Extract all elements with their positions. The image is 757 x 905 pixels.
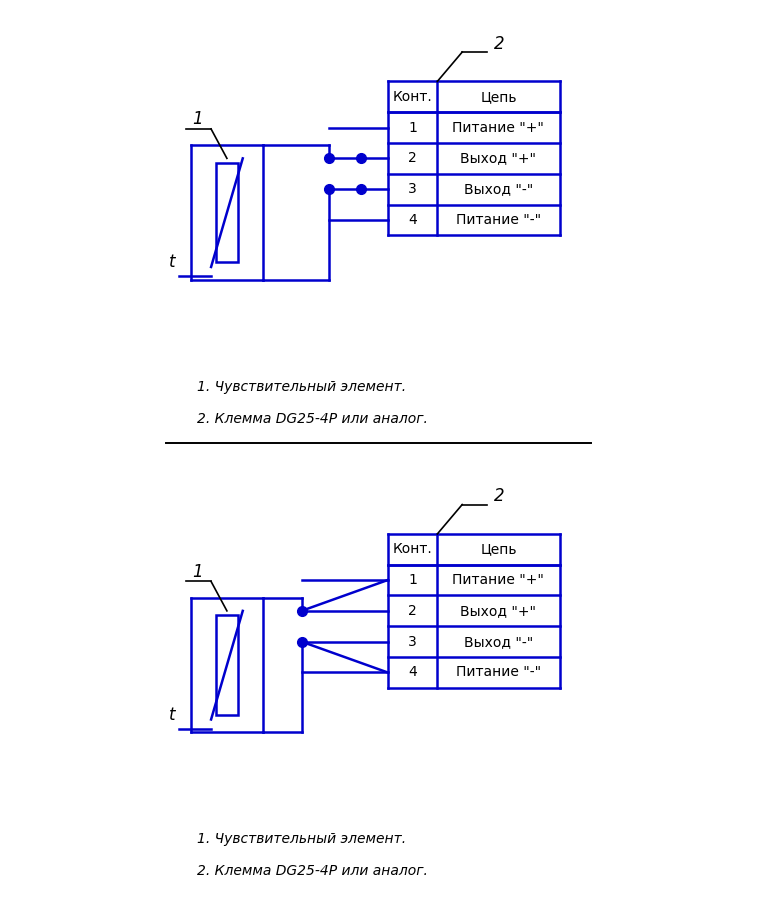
Text: t: t: [170, 253, 176, 272]
Text: 1: 1: [192, 110, 203, 128]
Text: 1: 1: [408, 573, 417, 587]
Bar: [216, 615, 238, 715]
Text: 4: 4: [408, 665, 417, 680]
Text: 2: 2: [408, 151, 417, 166]
Text: 1: 1: [192, 563, 203, 580]
Text: 1. Чувствительный элемент.: 1. Чувствительный элемент.: [198, 380, 407, 394]
Text: Цепь: Цепь: [480, 542, 517, 557]
Text: Питание "+": Питание "+": [453, 573, 544, 587]
Text: 4: 4: [408, 213, 417, 227]
Text: Конт.: Конт.: [393, 90, 432, 104]
Text: 2. Клемма DG25-4P или аналог.: 2. Клемма DG25-4P или аналог.: [198, 864, 428, 878]
Bar: [216, 163, 238, 262]
Text: Питание "-": Питание "-": [456, 665, 541, 680]
Text: Цепь: Цепь: [480, 90, 517, 104]
Text: Выход "-": Выход "-": [464, 182, 533, 196]
Text: 3: 3: [408, 634, 417, 649]
Text: Питание "+": Питание "+": [453, 120, 544, 135]
Text: 2. Клемма DG25-4P или аналог.: 2. Клемма DG25-4P или аналог.: [198, 412, 428, 425]
Text: 2: 2: [408, 604, 417, 618]
Text: Выход "-": Выход "-": [464, 634, 533, 649]
Text: 1. Чувствительный элемент.: 1. Чувствительный элемент.: [198, 833, 407, 846]
Text: Питание "-": Питание "-": [456, 213, 541, 227]
Text: 2: 2: [494, 35, 504, 52]
Text: t: t: [170, 706, 176, 724]
Text: Конт.: Конт.: [393, 542, 432, 557]
Text: Выход "+": Выход "+": [460, 151, 537, 166]
Text: 1: 1: [408, 120, 417, 135]
Text: Выход "+": Выход "+": [460, 604, 537, 618]
Text: 2: 2: [494, 488, 504, 505]
Text: 3: 3: [408, 182, 417, 196]
